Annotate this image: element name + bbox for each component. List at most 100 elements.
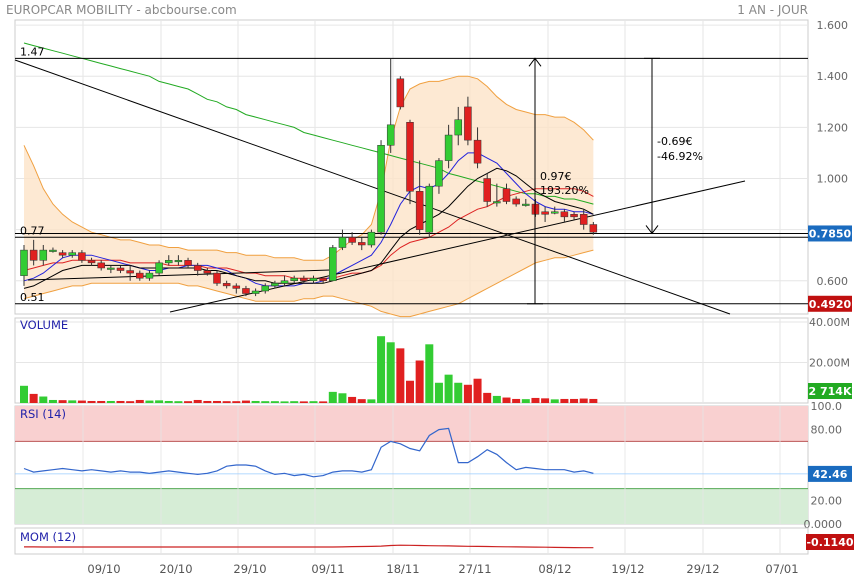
volume-bar xyxy=(512,398,521,403)
volume-bar xyxy=(241,400,250,403)
volume-bar xyxy=(406,380,414,403)
volume-bar xyxy=(174,401,183,403)
volume-bar xyxy=(463,384,472,403)
volume-bar xyxy=(299,401,308,403)
rsi-label: RSI (14) xyxy=(20,407,66,421)
candle-body xyxy=(512,198,520,205)
rsi-tick-label: 80.00 xyxy=(811,424,843,437)
arrow-head-down xyxy=(645,225,659,235)
candle-body xyxy=(464,106,472,141)
candle-body xyxy=(290,277,298,282)
volume-bar xyxy=(434,382,443,403)
volume-bar xyxy=(29,393,38,403)
x-tick-label: 27/11 xyxy=(458,562,491,576)
candle-body xyxy=(300,277,308,282)
candle-body xyxy=(261,285,269,292)
candle-body xyxy=(406,122,414,192)
volume-bar xyxy=(135,399,144,403)
candle-body xyxy=(589,224,598,233)
candle-body xyxy=(454,119,462,136)
volume-bar xyxy=(116,400,125,403)
candle-body xyxy=(338,237,347,248)
candle-body xyxy=(415,191,424,230)
level-label: 1.47 xyxy=(20,45,45,58)
annotation-rise-abs: 0.97€ xyxy=(540,170,572,183)
volume-panel: 40.00M 20.00M VOLUME 2 714K xyxy=(14,316,852,404)
momentum-panel: MOM (12) -0.1140 xyxy=(14,527,854,555)
candle-body xyxy=(367,231,376,246)
volume-bar xyxy=(261,401,270,403)
low-price-badge xyxy=(808,295,852,312)
x-tick-label: 18/11 xyxy=(386,562,419,576)
candle-body xyxy=(319,277,327,282)
price-tick-label: 1.000 xyxy=(817,173,849,186)
volume-bar xyxy=(87,400,96,403)
volume-bar xyxy=(531,397,540,403)
chart-title: EUROPCAR MOBILITY - abcbourse.com xyxy=(6,3,237,17)
candle-body xyxy=(136,272,144,279)
bollinger-lower-line xyxy=(23,249,594,318)
candle-body xyxy=(87,260,96,264)
rsi-current-value: 42.46 xyxy=(813,468,848,481)
rsi-badge xyxy=(808,465,852,482)
volume-bar xyxy=(348,396,357,403)
price-panel: 1.6001.4001.2001.0000.8000.6001.470.770.… xyxy=(14,19,852,318)
rsi-oversold-zone xyxy=(15,488,808,524)
volume-bar xyxy=(367,399,376,403)
volume-bar xyxy=(77,400,86,403)
x-axis: 09/10 20/10 29/10 09/11 18/11 27/11 08/12 19/12… xyxy=(87,562,798,576)
candle-body xyxy=(358,242,366,246)
volume-bar xyxy=(106,400,115,403)
volume-bar xyxy=(396,348,405,403)
level-label: 0.51 xyxy=(20,291,45,304)
volume-bar xyxy=(454,382,463,403)
candle-body xyxy=(232,285,241,289)
x-tick-label: 09/11 xyxy=(311,562,344,576)
volume-bar xyxy=(97,400,106,403)
candle-body xyxy=(242,288,250,294)
candle-body xyxy=(483,178,491,202)
volume-bar xyxy=(589,398,598,403)
candle-body xyxy=(58,252,67,256)
candle-body xyxy=(271,283,279,287)
volume-bar xyxy=(328,391,337,403)
candle-body xyxy=(222,283,231,287)
x-tick-label: 29/10 xyxy=(233,562,266,576)
mom-label: MOM (12) xyxy=(20,530,76,544)
candle-body xyxy=(444,134,453,161)
volume-bar xyxy=(270,401,279,403)
candle-body xyxy=(541,211,549,215)
price-tick-label: 1.400 xyxy=(817,70,849,83)
x-tick-label: 08/12 xyxy=(538,562,571,576)
candle-body xyxy=(116,267,125,271)
volume-bar xyxy=(39,396,48,403)
volume-bar xyxy=(280,401,289,403)
mm14-line xyxy=(23,167,594,289)
volume-bar xyxy=(492,395,501,403)
volume-tick-label: 40.00M xyxy=(809,316,850,329)
volume-current-value: 2 714K xyxy=(809,385,852,398)
candle-body xyxy=(68,252,76,256)
volume-bar xyxy=(145,400,154,403)
candle-body xyxy=(155,262,163,274)
volume-bar xyxy=(68,400,77,403)
candle-body xyxy=(20,249,28,276)
volume-bar xyxy=(58,400,67,403)
mom-badge xyxy=(806,534,854,550)
candle-body xyxy=(377,145,385,233)
trend-line-down xyxy=(14,59,731,315)
x-tick-label: 19/12 xyxy=(611,562,644,576)
candle-body xyxy=(329,247,337,282)
volume-bar xyxy=(309,401,318,403)
volume-bar xyxy=(126,401,135,403)
volume-bar xyxy=(213,400,221,403)
rsi-line xyxy=(23,427,594,478)
level-label: 0.77 xyxy=(20,224,45,237)
candle-body xyxy=(29,249,38,261)
volume-bar xyxy=(377,336,386,403)
price-tick-label: 1.200 xyxy=(817,121,849,134)
mom-line xyxy=(24,544,594,549)
candle-body xyxy=(174,260,183,263)
